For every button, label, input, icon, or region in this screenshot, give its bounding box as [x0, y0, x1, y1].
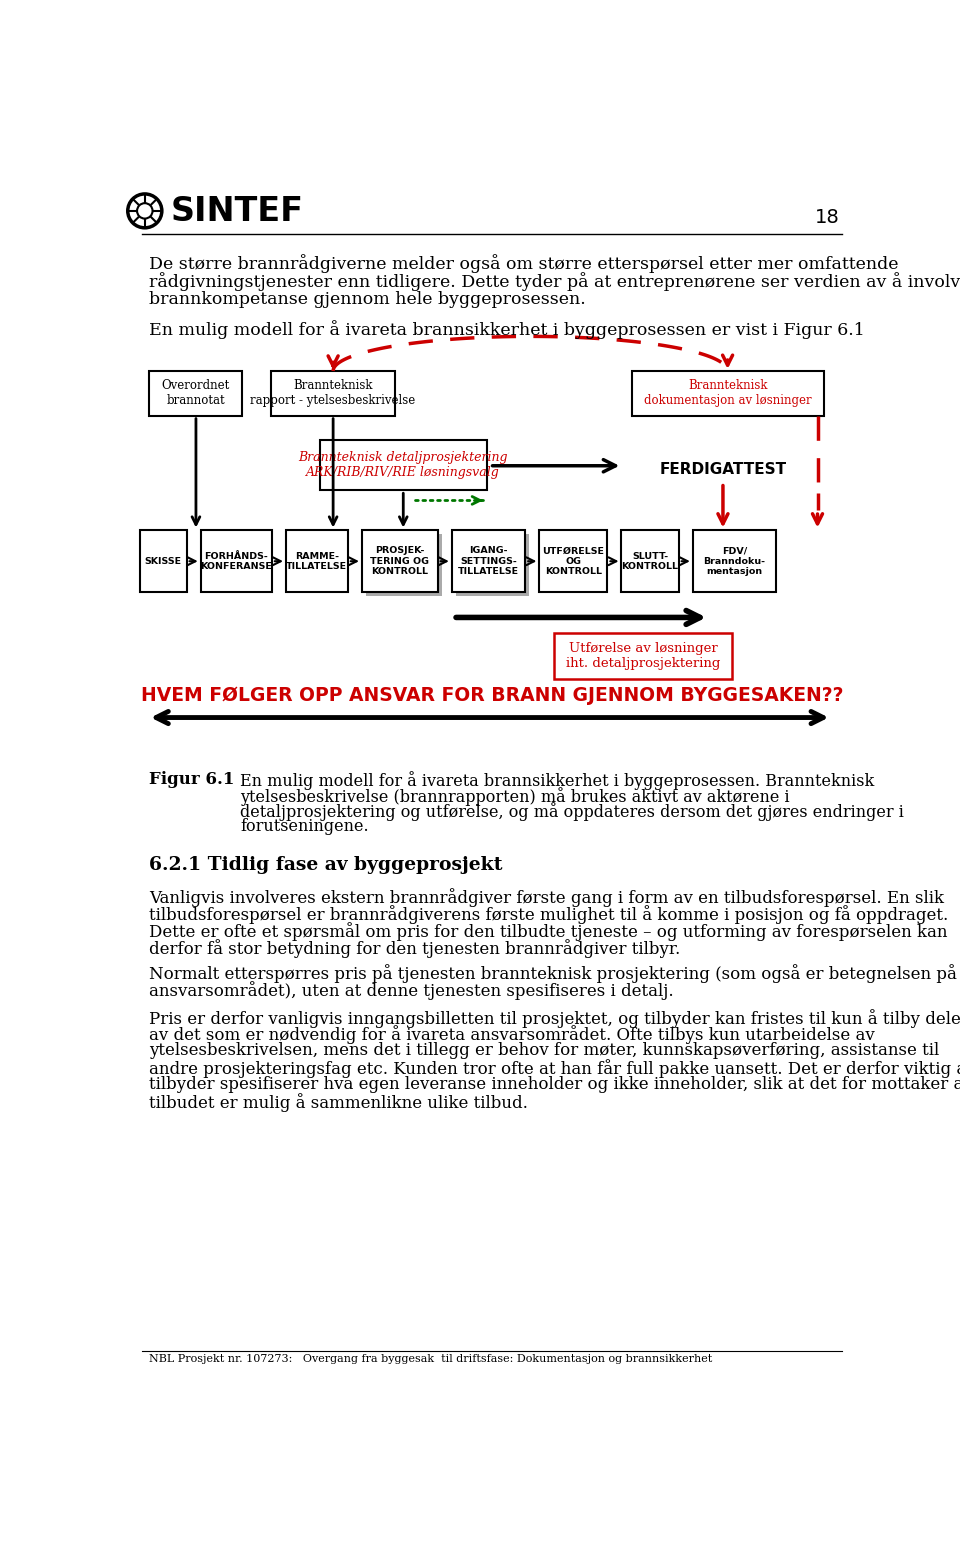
Text: Vanligvis involveres ekstern brannrådgiver første gang i form av en tilbudsfores: Vanligvis involveres ekstern brannrådgiv…	[150, 888, 945, 908]
FancyBboxPatch shape	[632, 371, 824, 416]
Text: 18: 18	[814, 208, 839, 227]
Text: NBL Prosjekt nr. 107273:   Overgang fra byggesak  til driftsfase: Dokumentasjon : NBL Prosjekt nr. 107273: Overgang fra by…	[150, 1353, 712, 1364]
Text: Brannteknisk
dokumentasjon av løsninger: Brannteknisk dokumentasjon av løsninger	[644, 379, 811, 407]
Text: Dette er ofte et spørsmål om pris for den tilbudte tjeneste – og utforming av fo: Dette er ofte et spørsmål om pris for de…	[150, 922, 948, 941]
Text: Utførelse av løsninger
iht. detaljprosjektering: Utførelse av løsninger iht. detaljprosje…	[566, 643, 720, 670]
Text: detaljprosjektering og utførelse, og må oppdateres dersom det gjøres endringer i: detaljprosjektering og utførelse, og må …	[240, 802, 904, 821]
Text: ytelsesbeskrivelse (brannrapporten) må brukes aktivt av aktørene i: ytelsesbeskrivelse (brannrapporten) må b…	[240, 787, 790, 805]
FancyBboxPatch shape	[366, 534, 442, 596]
Text: De større brannrådgiverne melder også om større etterspørsel etter mer omfattend: De større brannrådgiverne melder også om…	[150, 255, 899, 273]
Text: Overordnet
brannotat: Overordnet brannotat	[162, 379, 230, 407]
Text: tilbudsforespørsel er brannrådgiverens første mulighet til å komme i posisjon og: tilbudsforespørsel er brannrådgiverens f…	[150, 905, 948, 925]
Text: 6.2.1 Tidlig fase av byggeprosjekt: 6.2.1 Tidlig fase av byggeprosjekt	[150, 857, 503, 874]
Text: brannkompetanse gjennom hele byggeprosessen.: brannkompetanse gjennom hele byggeproses…	[150, 290, 587, 307]
Text: ytelsesbeskrivelsen, mens det i tillegg er behov for møter, kunnskapsøverføring,: ytelsesbeskrivelsen, mens det i tillegg …	[150, 1043, 940, 1060]
Text: RAMME-
TILLATELSE: RAMME- TILLATELSE	[286, 551, 348, 571]
Text: av det som er nødvendig for å ivareta ansvarsområdet. Ofte tilbys kun utarbeidel: av det som er nødvendig for å ivareta an…	[150, 1026, 876, 1044]
Text: En mulig modell for å ivareta brannsikkerhet i byggeprosessen er vist i Figur 6.: En mulig modell for å ivareta brannsikke…	[150, 320, 865, 340]
Text: Pris er derfor vanligvis inngangsbilletten til prosjektet, og tilbyder kan frist: Pris er derfor vanligvis inngangsbillett…	[150, 1009, 960, 1027]
Text: SKISSE: SKISSE	[145, 557, 182, 566]
FancyBboxPatch shape	[150, 371, 243, 416]
Text: UTFØRELSE
OG
KONTROLL: UTFØRELSE OG KONTROLL	[542, 546, 605, 576]
Text: HVEM FØLGER OPP ANSVAR FOR BRANN GJENNOM BYGGESAKEN??: HVEM FØLGER OPP ANSVAR FOR BRANN GJENNOM…	[141, 686, 843, 706]
Text: andre prosjekteringsfag etc. Kunden tror ofte at han får full pakke uansett. Det: andre prosjekteringsfag etc. Kunden tror…	[150, 1060, 960, 1079]
Text: FERDIGATTEST: FERDIGATTEST	[660, 462, 786, 476]
Text: SLUTT-
KONTROLL: SLUTT- KONTROLL	[622, 551, 679, 571]
FancyBboxPatch shape	[271, 371, 396, 416]
Text: SINTEF: SINTEF	[170, 196, 303, 228]
FancyBboxPatch shape	[201, 531, 272, 591]
Text: derfor få stor betydning for den tjenesten brannrådgiver tilbyr.: derfor få stor betydning for den tjenest…	[150, 939, 681, 958]
Text: ansvarsområdet), uten at denne tjenesten spesifiseres i detalj.: ansvarsområdet), uten at denne tjenesten…	[150, 981, 674, 999]
Text: tilbudet er mulig å sammenlikne ulike tilbud.: tilbudet er mulig å sammenlikne ulike ti…	[150, 1093, 528, 1113]
Text: IGANG-
SETTINGS-
TILLATELSE: IGANG- SETTINGS- TILLATELSE	[458, 546, 519, 576]
Text: forutseningene.: forutseningene.	[240, 818, 369, 835]
Text: Brannteknisk
rapport - ytelsesbeskrivelse: Brannteknisk rapport - ytelsesbeskrivels…	[251, 379, 416, 407]
FancyBboxPatch shape	[362, 531, 438, 591]
Text: Figur 6.1: Figur 6.1	[150, 771, 235, 788]
Text: tilbyder spesifiserer hva egen leveranse inneholder og ikke inneholder, slik at : tilbyder spesifiserer hva egen leveranse…	[150, 1077, 960, 1093]
FancyBboxPatch shape	[621, 531, 679, 591]
Text: FDV/
Branndoku-
mentasjon: FDV/ Branndoku- mentasjon	[704, 546, 765, 576]
Text: En mulig modell for å ivareta brannsikkerhet i byggeprosessen. Brannteknisk: En mulig modell for å ivareta brannsikke…	[240, 771, 875, 790]
FancyBboxPatch shape	[554, 633, 732, 680]
FancyBboxPatch shape	[320, 441, 487, 490]
Text: FORHÅNDS-
KONFERANSE: FORHÅNDS- KONFERANSE	[201, 551, 273, 571]
Text: PROSJEK-
TERING OG
KONTROLL: PROSJEK- TERING OG KONTROLL	[371, 546, 429, 576]
FancyBboxPatch shape	[540, 531, 608, 591]
FancyBboxPatch shape	[452, 531, 525, 591]
Text: Normalt etterspørres pris på tjenesten brannteknisk prosjektering (som også er b: Normalt etterspørres pris på tjenesten b…	[150, 964, 957, 982]
Text: Brannteknisk detaljprosjektering
ARK/RIB/RIV/RIE løsningsvalg: Brannteknisk detaljprosjektering ARK/RIB…	[299, 452, 508, 480]
FancyBboxPatch shape	[286, 531, 348, 591]
FancyBboxPatch shape	[140, 531, 186, 591]
FancyBboxPatch shape	[693, 531, 777, 591]
FancyBboxPatch shape	[456, 534, 529, 596]
Text: rådgivningstjenester enn tidligere. Dette tyder på at entreprenørene ser verdien: rådgivningstjenester enn tidligere. Dett…	[150, 273, 960, 292]
